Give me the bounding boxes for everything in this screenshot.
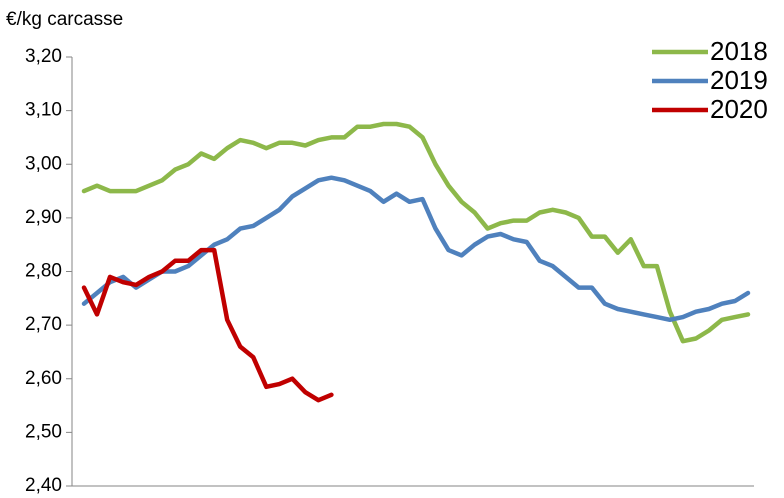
y-tick-label: 2,80 xyxy=(25,261,62,282)
y-tick-label: 2,90 xyxy=(25,207,62,228)
series-line xyxy=(81,175,751,323)
y-axis-label: €/kg carcasse xyxy=(6,9,123,30)
y-tick-label: 3,00 xyxy=(25,153,62,174)
series-line xyxy=(81,121,751,344)
y-tick-label: 3,10 xyxy=(25,100,62,121)
y-tick-label: 2,40 xyxy=(25,475,62,496)
y-tick-label: 2,70 xyxy=(25,314,62,335)
series-line xyxy=(81,247,334,403)
y-tick-label: 2,60 xyxy=(25,368,62,389)
y-tick-label: 2,50 xyxy=(25,421,62,442)
y-tick-label: 3,20 xyxy=(25,46,62,67)
legend-label: 2019 xyxy=(710,65,768,95)
legend-label: 2020 xyxy=(710,94,768,124)
legend-label: 2018 xyxy=(710,36,768,66)
